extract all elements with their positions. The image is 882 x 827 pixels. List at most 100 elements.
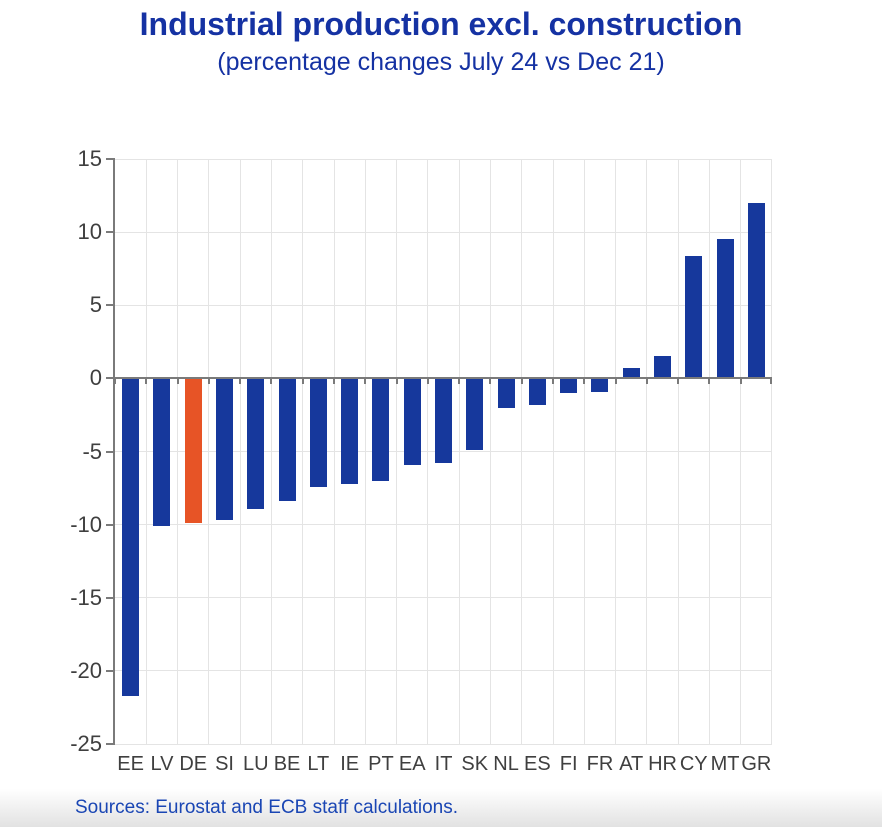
sources-text: Sources: Eurostat and ECB staff calculat… <box>75 797 459 818</box>
gridline-v-8 <box>364 159 366 744</box>
gridline-h--25 <box>115 743 772 745</box>
gridline-v-10 <box>427 159 429 744</box>
gridline-v-9 <box>396 159 398 744</box>
bar-EA <box>403 378 421 465</box>
bar-NL <box>497 378 515 408</box>
x-tick-1 <box>145 379 148 385</box>
bar-HR <box>654 356 671 379</box>
gridline-h-5 <box>115 304 772 306</box>
y-tick-label--20: -20 <box>70 657 102 683</box>
gridline-v-1 <box>145 159 147 744</box>
gridline-h--10 <box>115 524 772 526</box>
gridline-v-12 <box>489 159 491 744</box>
x-label-EA: EA <box>398 753 426 775</box>
y-tick-10 <box>106 231 115 234</box>
x-tick-15 <box>583 379 586 385</box>
y-tick-label--25: -25 <box>70 731 102 756</box>
y-tick-label--10: -10 <box>70 511 102 537</box>
x-tick-7 <box>333 379 335 385</box>
footer-band: Sources: Eurostat and ECB staff calculat… <box>0 789 882 827</box>
gridline-v-16 <box>615 159 617 744</box>
gridline-v-2 <box>177 159 179 744</box>
x-tick-4 <box>239 379 242 385</box>
gridline-v-17 <box>646 159 648 744</box>
x-label-IE: IE <box>340 753 360 775</box>
bar-FR <box>591 378 609 392</box>
bar-CY <box>685 255 703 379</box>
y-tick-label-10: 10 <box>77 219 102 245</box>
gridline-h--15 <box>115 597 772 599</box>
gridline-h-15 <box>115 158 772 160</box>
gridline-h--20 <box>115 670 772 672</box>
x-label-NL: NL <box>493 753 519 775</box>
y-tick--5 <box>106 450 115 453</box>
x-label-GR: GR <box>741 753 772 775</box>
gridline-v-20 <box>740 159 742 744</box>
x-label-PT: PT <box>368 753 394 775</box>
gridline-v-5 <box>270 159 272 744</box>
x-tick-5 <box>270 379 273 385</box>
y-tick-label-5: 5 <box>89 292 102 318</box>
y-tick--20 <box>106 669 115 672</box>
x-tick-11 <box>458 379 461 385</box>
y-tick-label--5: -5 <box>82 438 102 464</box>
gridline-v-4 <box>239 159 241 744</box>
bar-ES <box>528 378 546 405</box>
gridline-v-13 <box>521 159 523 744</box>
x-label-LU: LU <box>242 753 269 775</box>
bar-IE <box>341 378 359 484</box>
x-label-LT: LT <box>307 753 330 775</box>
x-label-AT: AT <box>619 753 644 775</box>
x-label-EE: EE <box>117 753 144 775</box>
x-tick-18 <box>677 379 680 385</box>
x-tick-10 <box>426 379 429 385</box>
x-tick-2 <box>176 379 179 385</box>
x-tick-17 <box>645 379 648 385</box>
x-tick-9 <box>395 379 398 385</box>
gridline-h-10 <box>115 231 772 233</box>
x-tick-0 <box>114 379 116 385</box>
gridline-v-6 <box>302 159 304 744</box>
y-tick-0 <box>106 377 115 380</box>
x-tick-21 <box>770 379 772 385</box>
gridline-v-14 <box>552 159 554 744</box>
bar-LU <box>247 378 265 509</box>
y-tick-label-0: 0 <box>89 365 102 391</box>
bar-SK <box>466 378 484 451</box>
chart-title: Industrial production excl. construction <box>139 6 743 42</box>
x-label-FR: FR <box>586 753 614 775</box>
gridline-v-7 <box>333 159 335 744</box>
gridline-v-11 <box>458 159 460 744</box>
x-label-FI: FI <box>559 753 578 775</box>
plot-area: 15 10 5 0 -5 -10 -15 -20 -25 EE LV DE SI LU BE LT IE PT EA… <box>70 146 772 775</box>
bar-BE <box>278 378 296 502</box>
x-tick-6 <box>301 379 304 385</box>
x-label-SK: SK <box>461 753 489 775</box>
gridline-v-15 <box>583 159 585 744</box>
x-label-CY: CY <box>679 753 708 775</box>
y-tick-15 <box>106 158 115 160</box>
x-tick-19 <box>708 379 711 385</box>
bar-GR <box>747 202 765 379</box>
x-tick-8 <box>364 379 367 385</box>
bar-LV <box>153 378 171 527</box>
y-tick-5 <box>106 304 115 307</box>
bar-SI <box>216 378 233 521</box>
x-tick-12 <box>489 379 492 385</box>
gridline-v-19 <box>708 159 710 744</box>
y-axis-line <box>113 159 115 744</box>
bar-LT <box>309 378 327 487</box>
bar-IT <box>435 378 452 464</box>
x-tick-14 <box>552 379 554 385</box>
y-tick-label--15: -15 <box>70 584 102 610</box>
x-tick-16 <box>614 379 617 385</box>
x-label-BE: BE <box>273 753 301 775</box>
chart-subtitle: (percentage changes July 24 vs Dec 21) <box>217 48 665 76</box>
y-tick--15 <box>106 596 115 599</box>
x-label-IT: IT <box>434 753 453 775</box>
x-axis-zero-line <box>115 377 772 380</box>
bar-EE <box>122 378 140 696</box>
gridline-v-21 <box>771 159 772 744</box>
x-label-MT: MT <box>710 753 740 775</box>
